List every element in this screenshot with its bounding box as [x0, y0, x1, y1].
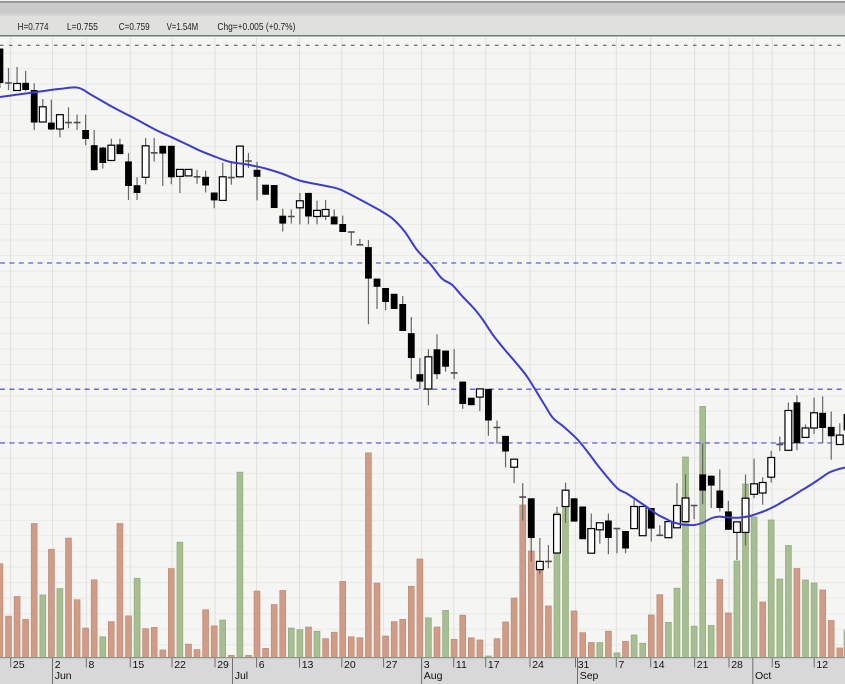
svg-text:L=0.755: L=0.755: [67, 21, 98, 33]
svg-text:C=0.759: C=0.759: [119, 21, 150, 33]
svg-text:20: 20: [344, 659, 356, 671]
svg-text:3: 3: [424, 659, 430, 671]
svg-text:Chg=+0.005 (+0.7%): Chg=+0.005 (+0.7%): [217, 21, 295, 33]
svg-text:27: 27: [386, 659, 398, 671]
svg-text:14: 14: [653, 659, 665, 671]
svg-text:7: 7: [619, 659, 625, 671]
svg-text:Sep: Sep: [580, 670, 599, 682]
svg-text:31: 31: [578, 659, 590, 671]
svg-text:24: 24: [532, 659, 544, 671]
svg-text:2: 2: [55, 659, 61, 671]
svg-text:Jul: Jul: [235, 670, 248, 682]
svg-text:H=0.774: H=0.774: [18, 21, 49, 33]
svg-text:29: 29: [217, 659, 229, 671]
svg-text:11: 11: [456, 659, 467, 671]
svg-text:6: 6: [259, 659, 265, 671]
svg-text:8: 8: [89, 659, 95, 671]
svg-text:Oct: Oct: [755, 670, 771, 682]
svg-text:28: 28: [731, 659, 743, 671]
svg-text:25: 25: [13, 659, 25, 671]
svg-text:V=1.54M: V=1.54M: [167, 21, 199, 33]
svg-text:22: 22: [174, 659, 186, 671]
svg-text:13: 13: [302, 659, 314, 671]
svg-text:15: 15: [133, 659, 145, 671]
svg-text:12: 12: [816, 659, 828, 671]
svg-text:17: 17: [488, 659, 500, 671]
svg-text:5: 5: [774, 659, 780, 671]
svg-text:Jun: Jun: [55, 670, 72, 682]
svg-text:21: 21: [697, 659, 709, 671]
svg-text:Aug: Aug: [424, 670, 443, 682]
